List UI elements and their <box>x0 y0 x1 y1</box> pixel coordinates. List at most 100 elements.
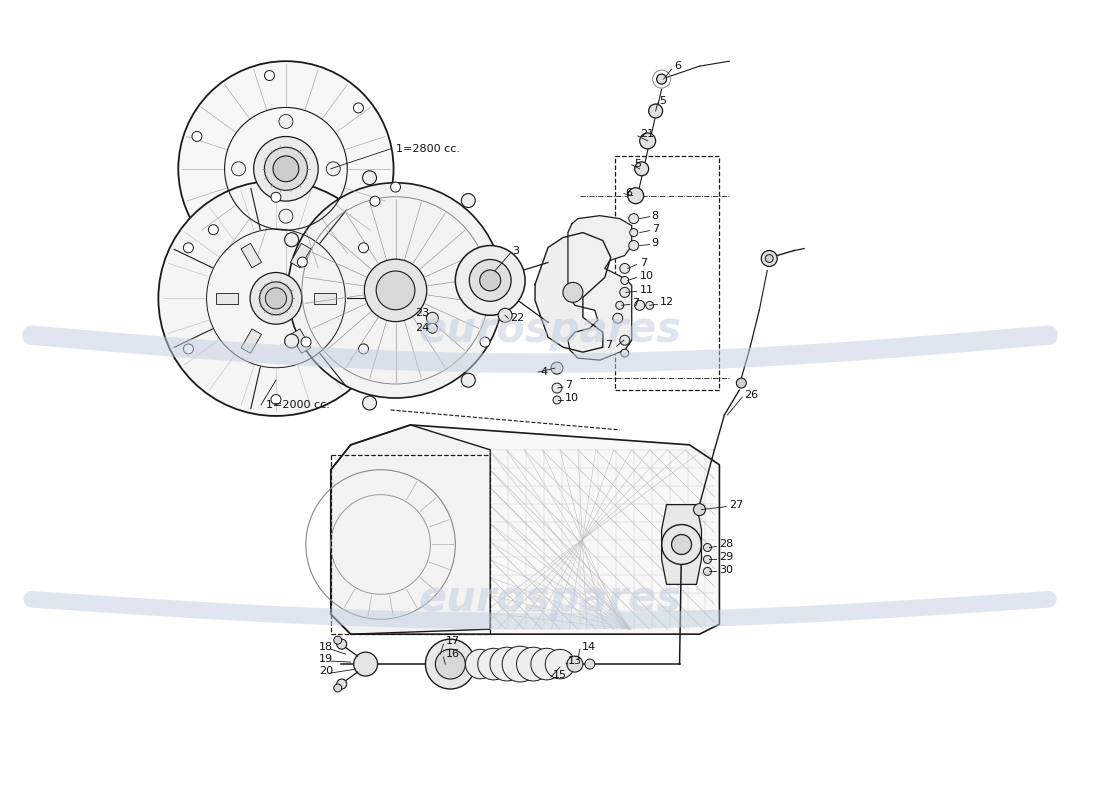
Polygon shape <box>568 216 631 360</box>
Circle shape <box>376 271 415 310</box>
Text: 7: 7 <box>631 298 639 308</box>
FancyBboxPatch shape <box>241 243 262 268</box>
Circle shape <box>427 312 439 324</box>
Circle shape <box>191 131 202 142</box>
Text: 1=2000 cc.: 1=2000 cc. <box>266 400 330 410</box>
Text: 28: 28 <box>719 539 734 550</box>
Circle shape <box>635 162 649 176</box>
Circle shape <box>428 323 438 334</box>
Circle shape <box>158 181 394 416</box>
Circle shape <box>354 652 377 676</box>
Circle shape <box>563 282 583 302</box>
Circle shape <box>766 254 773 262</box>
Circle shape <box>629 214 639 224</box>
Circle shape <box>333 684 342 692</box>
Circle shape <box>461 374 475 387</box>
Circle shape <box>178 61 394 277</box>
Circle shape <box>250 273 301 324</box>
Circle shape <box>264 70 275 81</box>
Circle shape <box>635 300 645 310</box>
Circle shape <box>288 182 503 398</box>
Circle shape <box>301 337 311 347</box>
Circle shape <box>264 147 307 190</box>
Text: 1=2800 cc.: 1=2800 cc. <box>396 144 460 154</box>
Text: 10: 10 <box>565 393 579 403</box>
Text: 27: 27 <box>729 500 744 510</box>
Text: 10: 10 <box>640 271 653 282</box>
Circle shape <box>629 229 638 237</box>
Circle shape <box>455 246 525 315</box>
Circle shape <box>672 534 692 554</box>
Text: 21: 21 <box>640 129 653 139</box>
Circle shape <box>551 362 563 374</box>
Circle shape <box>693 504 705 515</box>
Circle shape <box>279 114 293 129</box>
Circle shape <box>704 543 712 551</box>
Circle shape <box>480 337 490 347</box>
Circle shape <box>704 555 712 563</box>
Circle shape <box>566 656 583 672</box>
FancyBboxPatch shape <box>290 243 311 268</box>
Text: 23: 23 <box>416 308 430 318</box>
Text: 22: 22 <box>510 314 525 323</box>
Circle shape <box>620 277 629 285</box>
Circle shape <box>359 243 369 253</box>
Text: 7: 7 <box>651 223 659 234</box>
Circle shape <box>265 288 286 309</box>
Circle shape <box>657 74 667 84</box>
Text: 26: 26 <box>745 390 758 400</box>
Text: 11: 11 <box>640 286 653 295</box>
Text: 13: 13 <box>568 656 582 666</box>
Circle shape <box>390 182 400 192</box>
Text: 19: 19 <box>319 654 333 664</box>
Circle shape <box>271 394 281 405</box>
Text: 12: 12 <box>660 298 673 307</box>
Circle shape <box>285 334 298 348</box>
Circle shape <box>364 259 427 322</box>
Circle shape <box>704 567 712 575</box>
Text: 16: 16 <box>446 649 460 659</box>
Circle shape <box>465 650 495 679</box>
Text: 14: 14 <box>582 642 596 652</box>
Circle shape <box>260 282 293 315</box>
Circle shape <box>616 302 624 310</box>
Circle shape <box>363 170 376 185</box>
Circle shape <box>363 396 376 410</box>
Circle shape <box>436 649 465 679</box>
Text: 9: 9 <box>651 238 659 247</box>
Circle shape <box>285 233 298 246</box>
Text: 15: 15 <box>553 670 566 680</box>
Text: eurospares: eurospares <box>418 578 682 620</box>
Text: 8: 8 <box>651 210 659 221</box>
Circle shape <box>490 647 524 681</box>
Circle shape <box>619 335 629 345</box>
Circle shape <box>470 259 512 302</box>
Text: 24: 24 <box>416 323 430 334</box>
Text: 17: 17 <box>446 636 460 646</box>
Circle shape <box>640 133 656 149</box>
FancyBboxPatch shape <box>290 329 311 354</box>
Text: 7: 7 <box>640 258 647 269</box>
Circle shape <box>426 639 475 689</box>
Circle shape <box>585 659 595 669</box>
Text: 29: 29 <box>719 553 734 562</box>
Circle shape <box>761 250 778 266</box>
Circle shape <box>552 383 562 393</box>
Circle shape <box>646 302 653 310</box>
Text: 6: 6 <box>626 188 632 198</box>
Text: 3: 3 <box>513 246 519 255</box>
Circle shape <box>628 188 643 204</box>
Circle shape <box>517 647 550 681</box>
Circle shape <box>503 646 538 682</box>
Circle shape <box>327 162 340 176</box>
Circle shape <box>232 162 245 176</box>
Circle shape <box>498 308 513 322</box>
Polygon shape <box>331 425 491 634</box>
Circle shape <box>553 396 561 404</box>
Circle shape <box>649 104 662 118</box>
Polygon shape <box>661 505 702 584</box>
Circle shape <box>619 263 629 274</box>
Circle shape <box>480 270 501 291</box>
Circle shape <box>297 257 307 267</box>
Text: 20: 20 <box>319 666 333 676</box>
